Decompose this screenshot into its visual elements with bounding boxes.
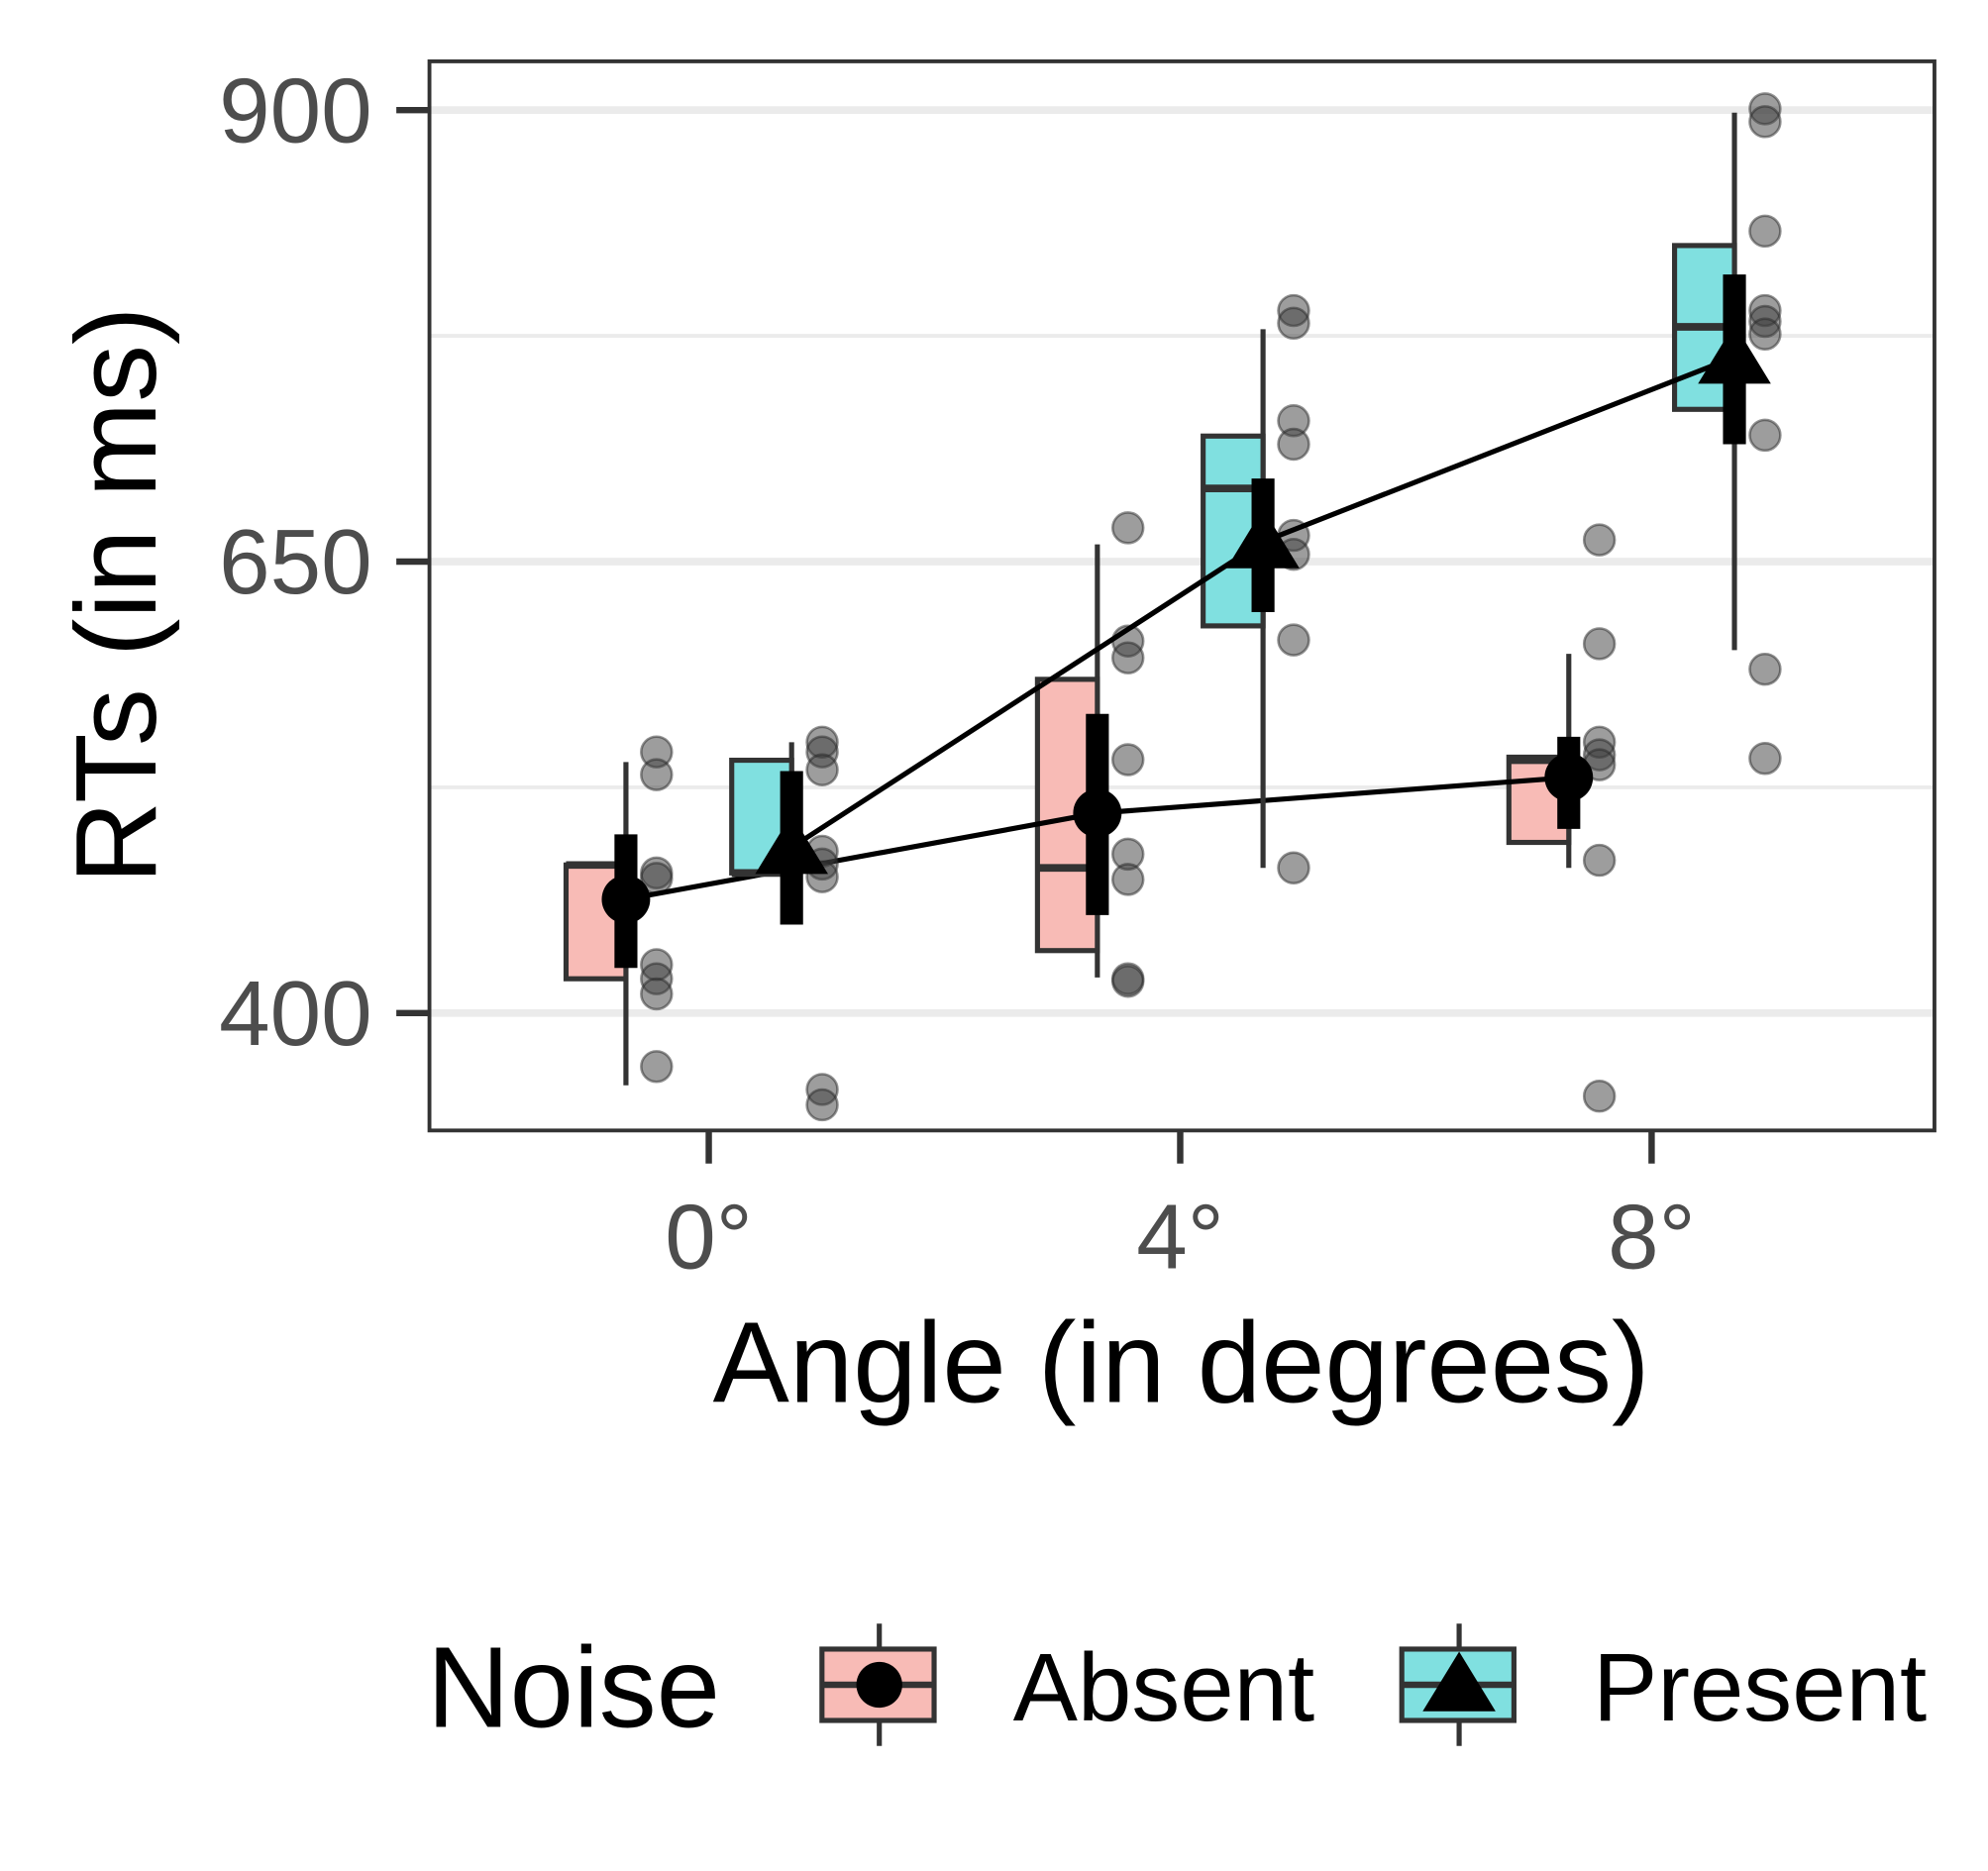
mean-triangle [1698,324,1771,384]
data-point [1582,523,1617,557]
y-tick-label: 650 [219,510,372,613]
data-point [1582,627,1617,661]
data-point [1277,851,1310,884]
data-point [1111,743,1145,777]
legend-label-absent: Absent [1013,1632,1314,1741]
mean-triangle [755,814,828,875]
axes: 400 650 900 0° 4° 8° [219,58,1696,1288]
legend: Noise Absent Present [427,1622,1927,1751]
data-point [1111,641,1145,675]
data-point [805,753,839,786]
plot-marks [563,92,1782,1122]
y-axis-title: RTs (in ms) [52,306,180,884]
legend-title: Noise [427,1622,720,1751]
data-point [1748,742,1782,776]
y-tick-label: 900 [219,58,372,161]
x-axis-title: Angle (in degrees) [713,1298,1650,1426]
legend-circle-icon [856,1661,902,1709]
data-point [640,977,674,1011]
data-point [1582,843,1617,878]
data-point [1111,863,1145,896]
data-point [640,758,674,791]
data-point [1277,623,1310,657]
mean-point [1073,788,1122,838]
data-point [805,1088,839,1122]
x-tick-label: 4° [1136,1185,1224,1288]
data-point [1277,427,1310,462]
gridlines [429,106,1935,1017]
mean-point [601,875,651,924]
plot-panel-border [427,59,1936,1133]
y-tick-label: 400 [219,962,372,1065]
data-point [1748,418,1782,453]
mean-triangle [1226,508,1300,569]
data-point [640,1050,674,1084]
data-point [1748,214,1782,249]
data-point [1582,1079,1617,1113]
x-tick-label: 8° [1608,1185,1696,1288]
mean-point [1544,753,1594,802]
data-point [1277,306,1310,341]
data-point [1111,511,1145,545]
x-tick-label: 0° [665,1185,753,1288]
legend-triangle-icon [1422,1651,1496,1712]
data-point [1748,317,1782,351]
data-point [1111,965,1145,998]
data-point [1748,105,1782,139]
data-point [1748,652,1782,686]
legend-label-present: Present [1593,1632,1927,1741]
